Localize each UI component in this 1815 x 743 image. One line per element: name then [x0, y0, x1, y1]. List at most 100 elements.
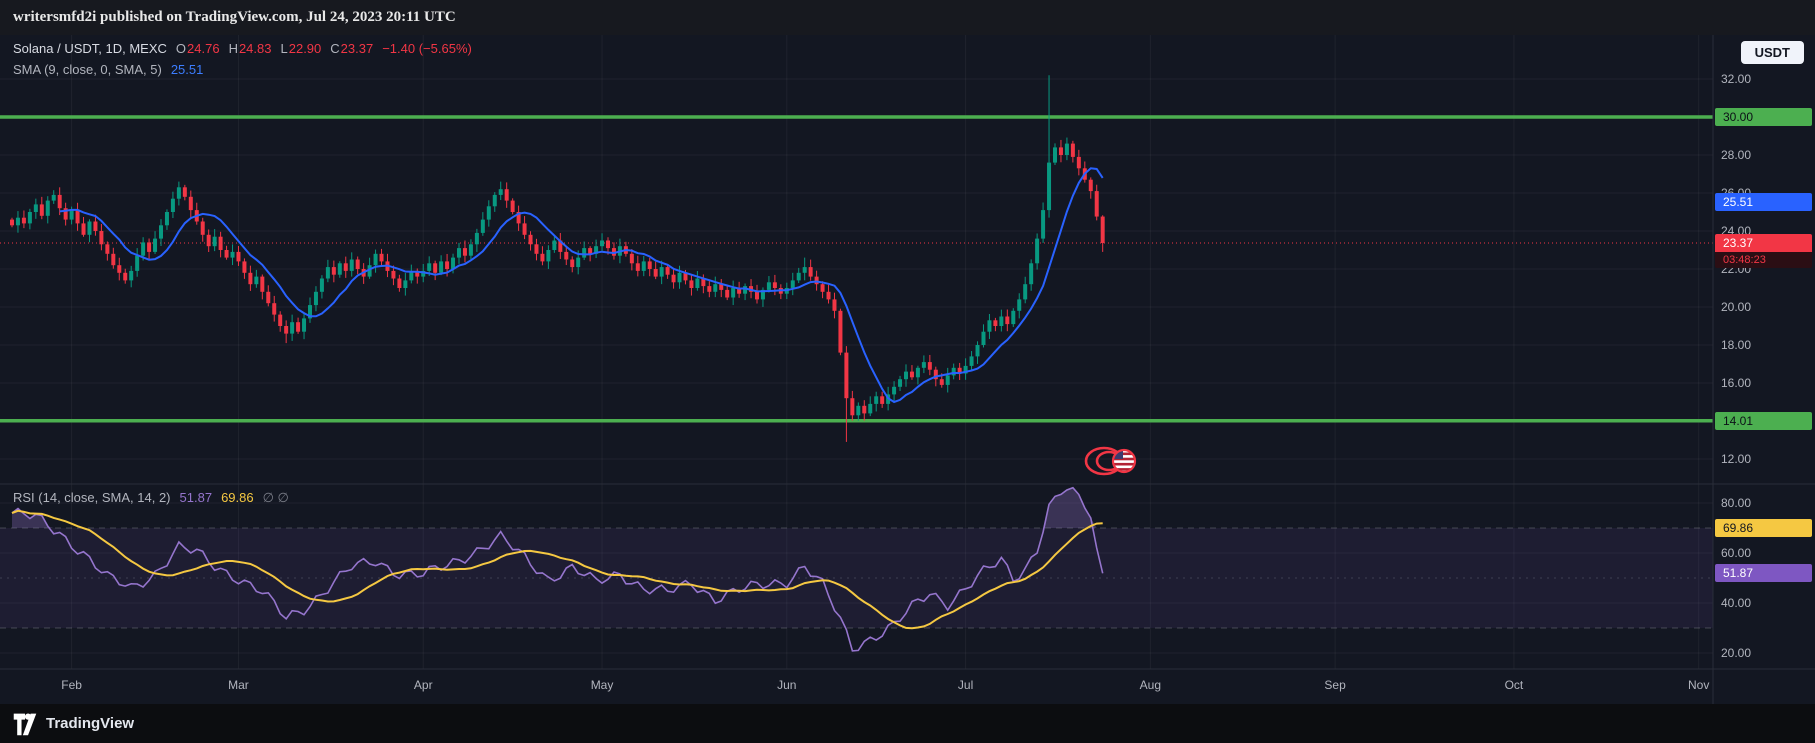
candle	[1047, 75, 1052, 218]
candle	[677, 265, 682, 289]
price-tick: 28.00	[1721, 148, 1752, 162]
month-label: Feb	[61, 678, 82, 692]
candle	[51, 190, 56, 204]
sma-line	[59, 167, 1104, 404]
rsi-tick: 20.00	[1721, 646, 1752, 660]
candle	[844, 346, 849, 442]
month-label: Aug	[1139, 678, 1162, 692]
month-label: May	[590, 678, 614, 692]
candle	[856, 402, 861, 421]
rsi-tick: 40.00	[1721, 596, 1752, 610]
ohlc-open: O 24.76	[175, 41, 220, 56]
candle	[212, 229, 217, 252]
time-axis[interactable]: Feb Mar Apr May Jun Jul Aug Sep Oct Nov	[0, 669, 1713, 704]
candle	[164, 209, 169, 230]
month-label: Jul	[957, 678, 974, 692]
candle	[546, 245, 551, 269]
candle	[433, 260, 438, 281]
change-value: −1.40 (−5.65%)	[382, 41, 472, 56]
candle	[290, 314, 295, 341]
candle	[981, 324, 986, 348]
candle	[457, 242, 461, 264]
candle	[1029, 259, 1034, 291]
candle	[1064, 137, 1069, 161]
candle	[993, 317, 998, 332]
candle	[552, 236, 557, 253]
candle	[397, 274, 402, 292]
rsi-legend-value: 51.87	[179, 490, 213, 505]
symbol-title[interactable]: Solana / USDT, 1D, MEXC	[13, 41, 167, 56]
candle	[349, 252, 354, 277]
candle	[93, 214, 98, 236]
candle	[39, 196, 44, 220]
candle	[355, 256, 360, 275]
candle	[1053, 143, 1057, 165]
candle	[486, 200, 491, 227]
ohlc-close: C 23.37	[330, 41, 374, 56]
rsi-ma-line	[11, 509, 1103, 630]
candle	[254, 269, 259, 288]
rsi-ma-price-label: 69.86	[1715, 519, 1812, 537]
candle	[874, 391, 879, 412]
sma-legend[interactable]: SMA (9, close, 0, SMA, 5) 25.51	[13, 62, 203, 77]
candle	[1070, 140, 1075, 163]
price-axis[interactable]: 30.00 25.51 23.37 03:48:23 14.01 69.86 5…	[1713, 0, 1815, 704]
candle	[868, 396, 873, 417]
tradingview-wordmark[interactable]: TradingView	[46, 715, 135, 732]
candle	[880, 391, 885, 408]
candle	[194, 202, 199, 225]
candle	[343, 256, 348, 278]
candle	[665, 264, 670, 279]
rsi-legend[interactable]: RSI (14, close, SMA, 14, 2) 51.87 69.86 …	[13, 490, 289, 506]
candle	[832, 292, 837, 319]
rsi-line	[11, 486, 1104, 652]
candle	[409, 264, 414, 284]
candle	[838, 308, 843, 356]
candle	[659, 260, 664, 285]
month-label: Mar	[228, 678, 249, 692]
candle	[719, 278, 724, 298]
candle	[1100, 215, 1105, 252]
candle	[325, 259, 330, 283]
candle	[117, 257, 122, 281]
attribution-bar: writersmfd2i published on TradingView.co…	[0, 0, 1815, 35]
candle	[45, 196, 50, 224]
currency-toggle-button[interactable]: USDT	[1740, 41, 1804, 64]
sma-legend-value: 25.51	[170, 62, 204, 77]
candle	[21, 210, 26, 229]
month-label: Sep	[1324, 678, 1346, 692]
candle	[123, 268, 128, 284]
candle	[826, 284, 831, 304]
candle	[367, 257, 372, 279]
candle	[904, 364, 908, 387]
candle	[105, 241, 110, 261]
candle	[99, 223, 104, 251]
candle	[713, 276, 718, 298]
candle	[63, 202, 68, 226]
candle	[170, 191, 175, 219]
candle	[528, 231, 533, 251]
candle	[147, 238, 152, 260]
candle	[695, 271, 700, 291]
candle	[462, 240, 467, 263]
resistance-price-label: 30.00	[1715, 108, 1812, 126]
rsi-legend-empty: ∅ ∅	[262, 490, 289, 505]
candle	[1023, 276, 1028, 304]
candle	[230, 244, 235, 266]
candle	[594, 239, 599, 259]
price-tick: 32.00	[1721, 72, 1752, 86]
tradingview-logo-icon[interactable]	[13, 711, 37, 737]
candle	[284, 320, 289, 344]
candle	[915, 365, 920, 385]
candle	[755, 284, 759, 304]
candle	[1017, 293, 1022, 319]
rsi-ma-legend-value: 69.86	[221, 490, 254, 505]
price-tick: 20.00	[1721, 300, 1752, 314]
candle	[707, 281, 712, 298]
candle	[802, 257, 807, 281]
candle	[564, 246, 569, 266]
candle	[850, 390, 855, 421]
candle	[176, 181, 181, 206]
